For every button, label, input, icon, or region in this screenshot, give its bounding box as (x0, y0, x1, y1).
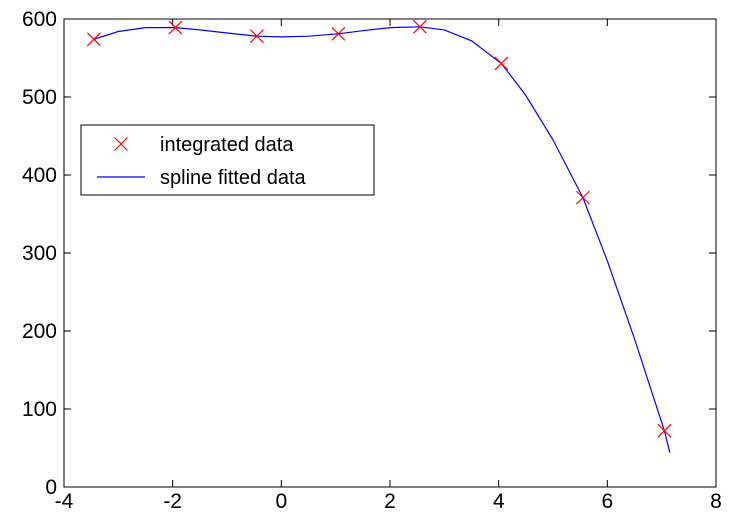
x-tick-label-0: 0 (275, 490, 287, 513)
data-point-integrated-5 (494, 56, 509, 71)
legend-label-integrated-data: integrated data (160, 134, 294, 156)
y-tick-label-600: 600 (22, 8, 57, 31)
data-point-integrated-1 (168, 20, 183, 35)
legend-marker-x (114, 137, 128, 151)
y-tick-label-400: 400 (22, 164, 57, 187)
y-tick-label-200: 200 (22, 320, 57, 343)
data-point-integrated-2 (249, 29, 264, 44)
x-tick-label-m4: -4 (55, 490, 74, 513)
x-tick-label-4: 4 (493, 490, 505, 513)
data-point-integrated-3 (331, 26, 346, 41)
data-point-integrated-4 (412, 19, 427, 34)
data-point-integrated-0 (86, 32, 101, 47)
x-tick-label-m2: -2 (163, 490, 182, 513)
y-tick-label-500: 500 (22, 86, 57, 109)
data-point-integrated-7 (657, 423, 672, 438)
series-line-spline-fitted-data (93, 26, 671, 453)
data-point-integrated-6 (575, 190, 590, 205)
legend: integrated data spline fitted data (80, 124, 375, 196)
y-tick-label-100: 100 (22, 398, 57, 421)
x-tick-label-2: 2 (384, 490, 396, 513)
series-layer (86, 19, 672, 453)
legend-label-spline-fitted-data: spline fitted data (160, 167, 307, 189)
legend-box (80, 124, 375, 196)
legend-marker-integrated-data (114, 137, 128, 151)
y-tick-label-0: 0 (45, 476, 57, 499)
y-tick-label-300: 300 (22, 242, 57, 265)
x-tick-label-8: 8 (710, 490, 722, 513)
x-tick-label-6: 6 (601, 490, 613, 513)
axis-tick-labels: -4 -2 0 2 4 6 8 0 100 200 300 400 500 600 (22, 8, 722, 513)
